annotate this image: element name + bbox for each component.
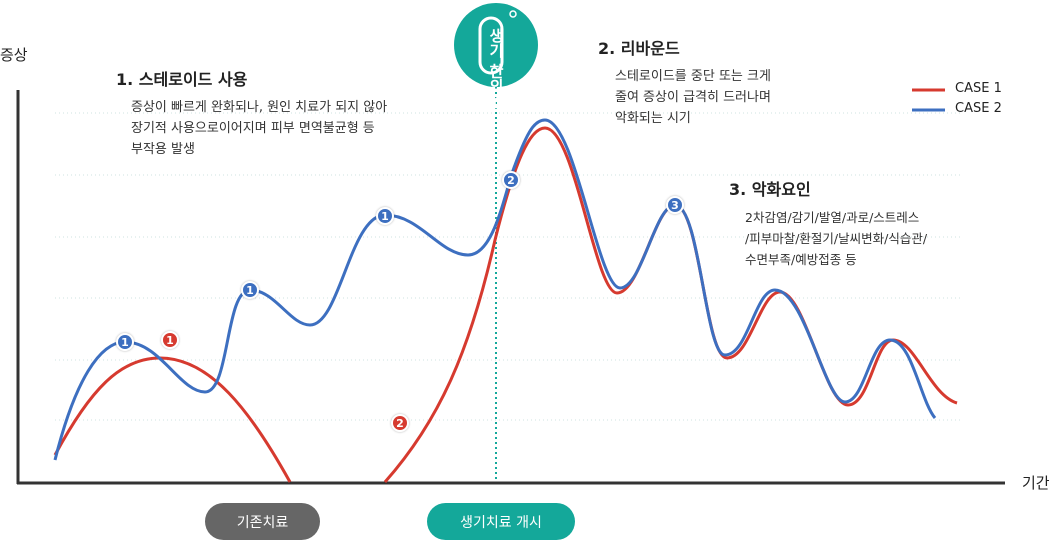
blue-marker: 1 [116,333,134,351]
text-line: 줄여 증상이 급격히 드러나며 [615,90,771,105]
existing-treatment-button[interactable]: 기존치료 [205,503,320,540]
start-treatment-button[interactable]: 생기치료 개시 [427,503,575,540]
text-line: 수면부족/예방접종 등 [745,252,857,267]
logo-circle [454,3,538,87]
text-line: 2차감염/감기/발열/과로/스트레스 [745,210,920,225]
text-line: 증상이 빠르게 완화되나, 원인 치료가 되지 않아 [131,100,388,115]
legend-case1-label: CASE 1 [955,81,1002,96]
text-line: 스테로이드를 중단 또는 크게 [615,69,771,84]
red-marker: 1 [161,331,179,349]
text-line: 장기적 사용으로이어지며 피부 면역불균형 등 [131,121,375,136]
section2-text: 스테로이드를 중단 또는 크게 줄여 증상이 급격히 드러나며 악화되는 시기 [615,66,771,129]
legend-case2-label: CASE 2 [955,101,1002,116]
x-axis-label: 기간 [1022,474,1050,492]
blue-marker: 2 [502,171,520,189]
y-axis-label: 증상 [0,46,28,64]
section1-text: 증상이 빠르게 완화되나, 원인 치료가 되지 않아 장기적 사용으로이어지며 … [131,97,387,160]
case1-line-steroid [53,356,292,483]
blue-marker: 1 [376,207,394,225]
section1-title: 1. 스테로이드 사용 [116,70,248,89]
logo-dot [509,10,517,18]
case2-line [53,118,937,461]
section2-title: 2. 리바운드 [598,39,680,58]
section3-text: 2차감염/감기/발열/과로/스트레스 /피부마찰/환절기/날씨변화/식습관/ 수… [745,207,927,270]
text-line: 악화되는 시기 [615,111,691,126]
case1-line [383,126,958,483]
legend [912,88,945,112]
logo-mark [478,16,504,75]
logo-text: 생기 한의원 [487,28,505,109]
blue-marker: 3 [666,196,684,214]
blue-marker: 1 [241,281,259,299]
text-line: 부작용 발생 [131,142,195,157]
section3-title: 3. 악화요인 [729,180,811,199]
text-line: /피부마찰/환절기/날씨변화/식습관/ [745,231,928,246]
red-marker: 2 [391,414,409,432]
